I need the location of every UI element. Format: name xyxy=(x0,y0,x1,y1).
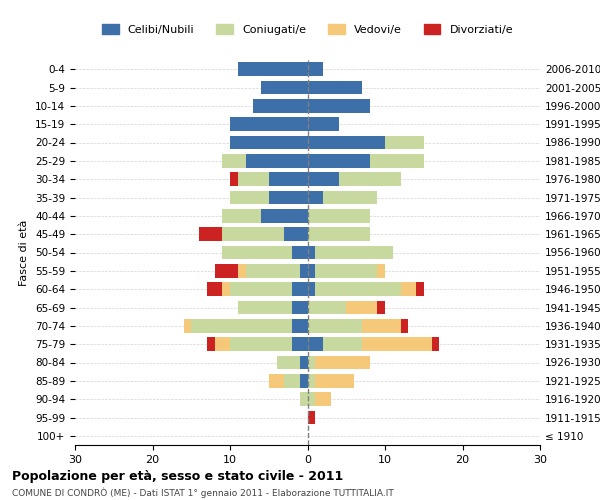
Y-axis label: Fasce di età: Fasce di età xyxy=(19,220,29,286)
Bar xyxy=(308,246,315,260)
Bar xyxy=(222,246,292,260)
Bar xyxy=(308,80,362,94)
Bar xyxy=(308,300,346,314)
Bar xyxy=(308,99,370,112)
Bar xyxy=(245,154,308,168)
Bar xyxy=(238,264,245,278)
Bar xyxy=(315,264,377,278)
Bar xyxy=(370,154,424,168)
Bar xyxy=(207,338,215,351)
Bar xyxy=(362,319,401,332)
Bar xyxy=(338,172,401,186)
Bar xyxy=(362,338,431,351)
Bar xyxy=(292,282,308,296)
Bar xyxy=(245,264,300,278)
Bar xyxy=(377,264,385,278)
Bar xyxy=(315,282,401,296)
Bar xyxy=(284,374,300,388)
Bar xyxy=(308,338,323,351)
Bar xyxy=(292,300,308,314)
Bar xyxy=(308,136,385,149)
Bar xyxy=(292,246,308,260)
Bar xyxy=(230,338,292,351)
Bar xyxy=(315,392,331,406)
Bar xyxy=(230,172,238,186)
Bar xyxy=(230,282,292,296)
Bar xyxy=(199,228,222,241)
Bar xyxy=(401,282,416,296)
Bar xyxy=(261,80,308,94)
Bar xyxy=(222,228,284,241)
Bar xyxy=(323,190,377,204)
Bar xyxy=(308,209,370,222)
Bar xyxy=(315,246,393,260)
Bar xyxy=(431,338,439,351)
Bar xyxy=(377,300,385,314)
Text: Popolazione per età, sesso e stato civile - 2011: Popolazione per età, sesso e stato civil… xyxy=(12,470,343,483)
Bar xyxy=(207,282,222,296)
Bar xyxy=(308,118,338,131)
Bar xyxy=(308,392,315,406)
Bar xyxy=(323,338,362,351)
Bar xyxy=(346,300,377,314)
Bar xyxy=(269,190,308,204)
Bar xyxy=(222,209,261,222)
Bar xyxy=(238,172,269,186)
Bar xyxy=(222,154,245,168)
Bar xyxy=(230,136,308,149)
Bar xyxy=(308,172,338,186)
Bar xyxy=(308,282,315,296)
Bar xyxy=(238,62,308,76)
Bar xyxy=(308,62,323,76)
Bar xyxy=(261,209,308,222)
Bar xyxy=(300,356,308,370)
Bar xyxy=(277,356,300,370)
Bar xyxy=(269,172,308,186)
Bar xyxy=(308,228,370,241)
Bar xyxy=(222,282,230,296)
Bar xyxy=(215,338,230,351)
Bar xyxy=(238,300,292,314)
Bar xyxy=(315,374,354,388)
Bar xyxy=(385,136,424,149)
Text: COMUNE DI CONDRÒ (ME) - Dati ISTAT 1° gennaio 2011 - Elaborazione TUTTITALIA.IT: COMUNE DI CONDRÒ (ME) - Dati ISTAT 1° ge… xyxy=(12,488,394,498)
Bar xyxy=(300,374,308,388)
Bar xyxy=(292,319,308,332)
Bar xyxy=(292,338,308,351)
Bar xyxy=(416,282,424,296)
Bar xyxy=(300,264,308,278)
Bar xyxy=(284,228,308,241)
Bar xyxy=(215,264,238,278)
Bar xyxy=(269,374,284,388)
Bar xyxy=(300,392,308,406)
Bar xyxy=(184,319,191,332)
Bar xyxy=(308,374,315,388)
Bar xyxy=(308,410,315,424)
Bar xyxy=(315,356,370,370)
Legend: Celibi/Nubili, Coniugati/e, Vedovi/e, Divorziati/e: Celibi/Nubili, Coniugati/e, Vedovi/e, Di… xyxy=(98,20,517,39)
Bar xyxy=(308,264,315,278)
Bar xyxy=(308,154,370,168)
Bar xyxy=(253,99,308,112)
Bar xyxy=(191,319,292,332)
Bar xyxy=(230,190,269,204)
Bar xyxy=(401,319,408,332)
Bar xyxy=(308,319,362,332)
Bar xyxy=(308,190,323,204)
Bar xyxy=(230,118,308,131)
Bar xyxy=(308,356,315,370)
